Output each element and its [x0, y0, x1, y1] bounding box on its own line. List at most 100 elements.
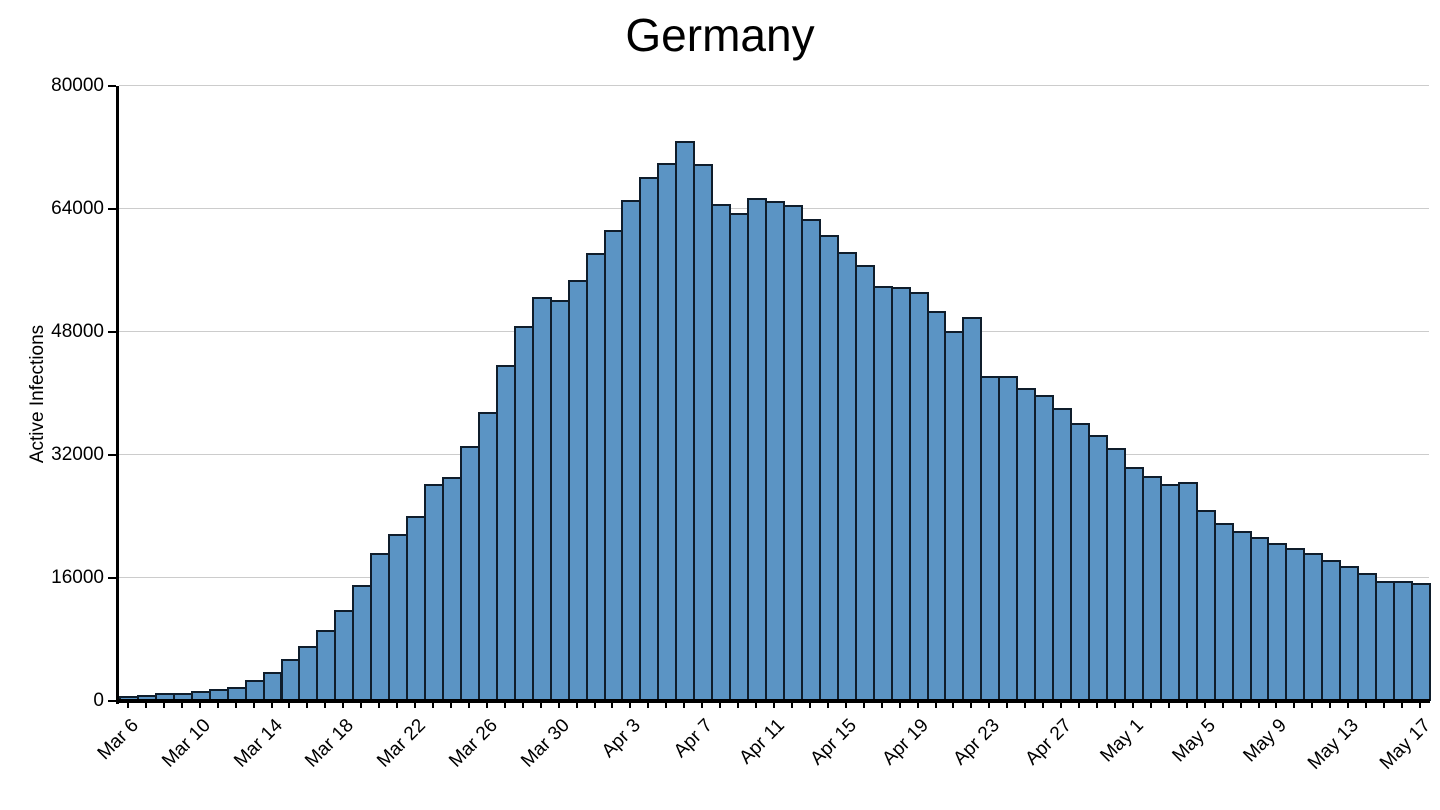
x-axis-tick [485, 703, 488, 708]
bar [998, 376, 1019, 701]
bar [1231, 531, 1252, 701]
bar [1321, 560, 1342, 701]
bar [1339, 566, 1360, 701]
x-axis-tick [378, 703, 381, 708]
x-axis-tick [826, 703, 829, 708]
bar [765, 201, 785, 701]
x-axis-tick [844, 703, 847, 708]
x-axis-tick [1113, 703, 1116, 708]
gridline [119, 85, 1429, 86]
x-axis-tick [1275, 703, 1278, 708]
bar [639, 177, 660, 701]
x-axis-tick [467, 703, 470, 708]
bar [495, 365, 516, 701]
bar [944, 331, 965, 701]
bar [818, 235, 839, 701]
bar [1177, 482, 1198, 701]
y-axis-tick [108, 208, 116, 210]
bar [621, 200, 642, 701]
bar [980, 376, 1001, 701]
x-axis-tick [324, 703, 327, 708]
bar [747, 198, 768, 701]
x-axis-tick [180, 703, 183, 708]
bar [1357, 573, 1378, 701]
bar [334, 610, 355, 701]
x-axis-tick [162, 703, 165, 708]
bar [800, 219, 821, 701]
x-axis-tick [934, 703, 937, 708]
x-axis-tick [1311, 703, 1314, 708]
x-axis-tick [1167, 703, 1170, 708]
bar [585, 253, 606, 701]
y-tick-label: 32000 [51, 444, 104, 465]
x-axis-tick [1203, 703, 1206, 708]
y-axis-spine [116, 86, 119, 704]
bar [1052, 408, 1073, 701]
x-axis-tick [126, 703, 129, 708]
x-axis-tick [144, 703, 147, 708]
bar [962, 317, 983, 701]
bar [352, 585, 373, 701]
bar [388, 534, 409, 701]
plot-area: 0 16000 32000 48000 64000 80000 Mar 6 Mar 10 Mar… [51, 75, 1435, 774]
bar [549, 300, 570, 701]
x-axis-tick [898, 703, 901, 708]
x-axis-tick [1024, 703, 1027, 708]
x-axis-tick [1006, 703, 1009, 708]
bar [1123, 467, 1144, 701]
x-axis-tick [1419, 703, 1422, 708]
bar [729, 213, 750, 701]
bar [531, 297, 552, 701]
x-axis-tick [862, 703, 865, 708]
bar [316, 630, 337, 701]
x-axis-tick [647, 703, 650, 708]
x-axis-tick [270, 703, 273, 708]
bar [693, 164, 714, 701]
x-axis-tick [880, 703, 883, 708]
x-axis-tick [539, 703, 542, 708]
bar [1105, 448, 1126, 701]
x-axis-tick [665, 703, 668, 708]
x-axis-tick [790, 703, 793, 708]
y-tick-label: 16000 [51, 567, 104, 588]
bar [926, 311, 947, 701]
bar [675, 141, 696, 701]
bar [1303, 553, 1324, 701]
bar [854, 265, 875, 701]
x-axis-spine [116, 699, 1430, 703]
x-axis-tick [701, 703, 704, 708]
x-axis-tick [360, 703, 363, 708]
bar [657, 163, 678, 701]
x-axis-tick [1221, 703, 1224, 708]
bar [782, 205, 803, 701]
x-axis-tick [198, 703, 201, 708]
bar [513, 326, 534, 701]
bar [872, 286, 893, 701]
bar [1375, 581, 1396, 701]
x-axis-tick [1239, 703, 1242, 708]
bar [1393, 581, 1414, 701]
y-tick-label: 64000 [51, 198, 104, 219]
y-tick-label: 0 [93, 690, 104, 711]
x-axis-tick [1365, 703, 1368, 708]
bar [1070, 423, 1091, 701]
x-axis-tick [1293, 703, 1296, 708]
y-axis-tick [108, 700, 116, 702]
x-axis-tick [1401, 703, 1404, 708]
bar [603, 230, 624, 701]
bar [1249, 537, 1270, 701]
x-axis-tick [252, 703, 255, 708]
y-axis-tick [108, 454, 116, 456]
y-tick-label: 48000 [51, 321, 104, 342]
y-tick-label: 80000 [51, 75, 104, 96]
x-axis-tick [1329, 703, 1332, 708]
bar [1285, 548, 1306, 701]
y-axis-tick [108, 577, 116, 579]
x-axis-tick [629, 703, 632, 708]
x-axis-tick [952, 703, 955, 708]
x-axis-tick [611, 703, 614, 708]
x-axis-tick [970, 703, 973, 708]
bar [1213, 523, 1234, 701]
bar [262, 672, 283, 701]
